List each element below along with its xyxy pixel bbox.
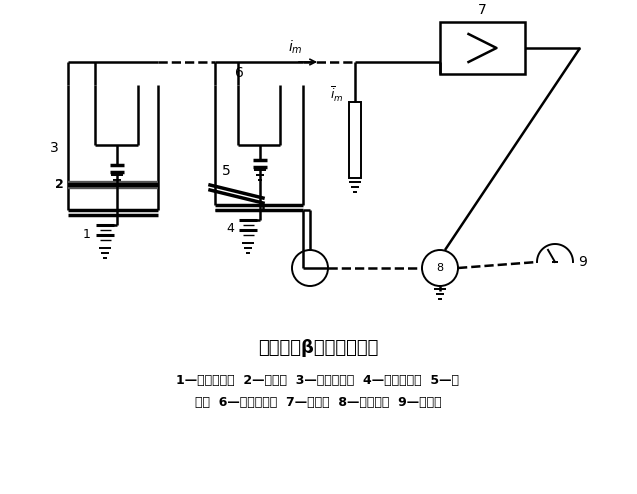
Text: 3: 3 [50, 140, 59, 155]
Text: 双电离室β厚度计示意图: 双电离室β厚度计示意图 [258, 339, 378, 357]
Text: 偿极  6—补偿电离室  7—放大器  8—可逆电机  9—指示器: 偿极 6—补偿电离室 7—放大器 8—可逆电机 9—指示器 [195, 396, 441, 409]
Text: 1—测量放射源  2—被测物  3—测量电离室  4—补偿放射源  5—补: 1—测量放射源 2—被测物 3—测量电离室 4—补偿放射源 5—补 [176, 373, 459, 386]
Text: 7: 7 [478, 3, 487, 17]
Text: 6: 6 [234, 66, 243, 80]
Text: 8: 8 [436, 263, 443, 273]
Text: 2: 2 [55, 178, 64, 192]
Text: 5: 5 [222, 164, 231, 178]
Text: $\overline{i}_m$: $\overline{i}_m$ [330, 84, 344, 104]
Text: 9: 9 [578, 255, 587, 269]
Text: 4: 4 [226, 222, 234, 236]
Text: $i_m$: $i_m$ [288, 39, 303, 56]
Text: 1: 1 [83, 228, 91, 241]
Bar [440, 22, 525, 74]
Bar [349, 102, 361, 178]
